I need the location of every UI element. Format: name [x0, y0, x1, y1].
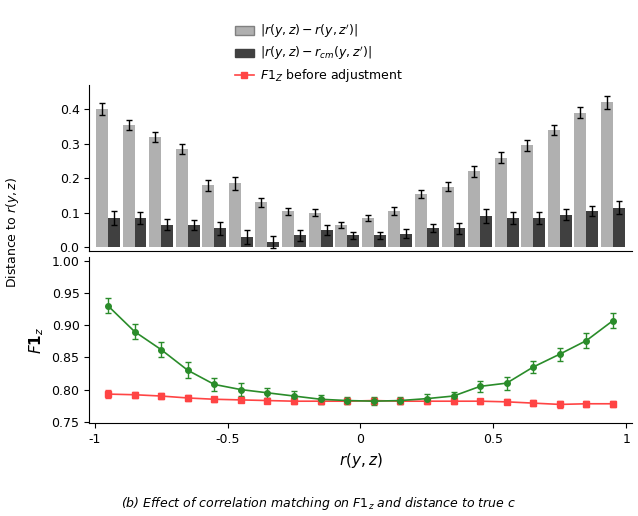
Bar: [188, 225, 200, 247]
Text: (b) Effect of correlation matching on $F1_z$ and distance to true c: (b) Effect of correlation matching on $F…: [121, 495, 517, 512]
Bar: [560, 215, 572, 247]
Bar: [548, 130, 560, 247]
Bar: [294, 235, 306, 247]
Bar: [108, 218, 120, 247]
Bar: [389, 211, 401, 247]
Bar: [441, 187, 454, 247]
Bar: [149, 137, 161, 247]
Bar: [255, 202, 267, 247]
Bar: [374, 235, 386, 247]
Bar: [135, 218, 147, 247]
Bar: [229, 184, 241, 247]
Bar: [613, 207, 625, 247]
Bar: [480, 216, 492, 247]
Bar: [347, 235, 359, 247]
Bar: [601, 102, 613, 247]
Bar: [454, 229, 466, 247]
Bar: [309, 213, 321, 247]
Y-axis label: $F\mathbf{1}_z$: $F\mathbf{1}_z$: [27, 327, 46, 354]
Bar: [507, 218, 519, 247]
Bar: [214, 229, 226, 247]
Bar: [586, 211, 598, 247]
Bar: [427, 229, 439, 247]
Bar: [494, 157, 507, 247]
Bar: [320, 230, 332, 247]
Bar: [241, 237, 253, 247]
Bar: [202, 185, 214, 247]
Legend: $|r(y,z) - r(y,z')|$, $|r(y,z) - r_{cm}(y,z')|$, $F1_Z$ before adjustment, $F1_Z: $|r(y,z) - r(y,z')|$, $|r(y,z) - r_{cm}(…: [231, 19, 406, 110]
Text: Distance to $r(y, z)$: Distance to $r(y, z)$: [4, 176, 21, 288]
Bar: [533, 218, 545, 247]
X-axis label: $r(y, z)$: $r(y, z)$: [339, 452, 382, 471]
Bar: [362, 218, 374, 247]
Bar: [335, 225, 347, 247]
Bar: [521, 146, 533, 247]
Bar: [468, 171, 480, 247]
Bar: [96, 109, 108, 247]
Bar: [175, 149, 188, 247]
Bar: [401, 234, 412, 247]
Bar: [267, 242, 279, 247]
Bar: [122, 125, 135, 247]
Bar: [282, 211, 294, 247]
Bar: [574, 112, 586, 247]
Bar: [415, 194, 427, 247]
Bar: [161, 225, 173, 247]
